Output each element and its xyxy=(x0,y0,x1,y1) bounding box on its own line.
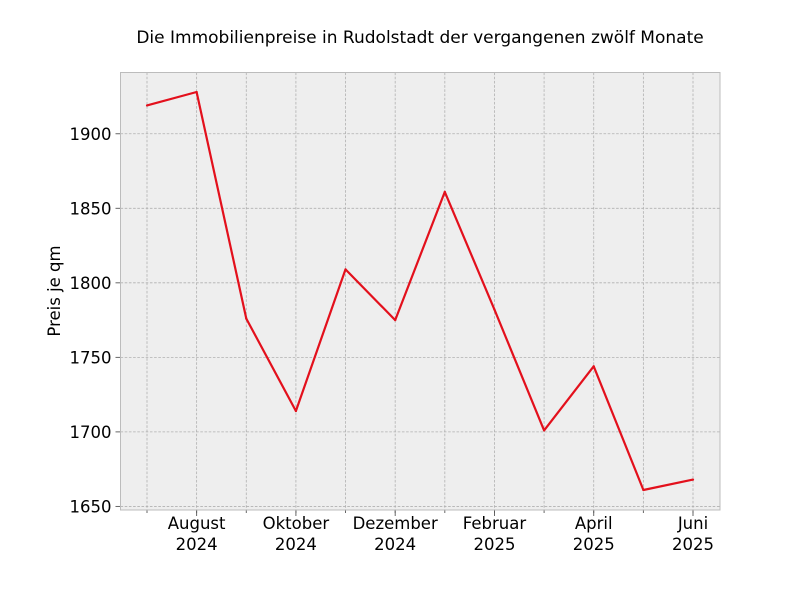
data-points xyxy=(145,90,695,492)
y-axis: 1650 1700 1750 1800 1850 1900 xyxy=(70,125,121,516)
x-tick-label-month: Oktober xyxy=(263,514,330,533)
grid-lines xyxy=(120,72,720,510)
x-tick-label-month: August xyxy=(168,514,226,533)
y-tick-label: 1800 xyxy=(70,274,112,293)
data-point xyxy=(195,90,198,94)
x-tick-label-month: April xyxy=(575,514,613,533)
x-tick-label-month: Dezember xyxy=(353,514,438,533)
x-tick-label-year: 2025 xyxy=(573,535,615,554)
series-line xyxy=(146,90,694,492)
y-tick-label: 1750 xyxy=(70,348,112,367)
plot-area xyxy=(120,72,720,510)
data-point xyxy=(294,409,298,413)
data-point xyxy=(394,318,397,322)
y-tick-label: 1650 xyxy=(70,497,112,516)
y-axis-label: Preis je qm xyxy=(45,245,64,336)
x-tick-label-month: Juni xyxy=(677,514,708,533)
data-point xyxy=(493,308,496,311)
x-tick-label-year: 2025 xyxy=(672,535,714,554)
data-point xyxy=(592,365,595,368)
data-point xyxy=(443,190,446,193)
x-tick-label-year: 2025 xyxy=(473,535,515,554)
x-tick-label-year: 2024 xyxy=(275,535,317,554)
plot-frame xyxy=(120,72,721,511)
y-tick-label: 1850 xyxy=(70,199,112,218)
data-point xyxy=(245,317,248,320)
y-tick-label: 1900 xyxy=(70,125,112,144)
data-point xyxy=(145,104,149,107)
x-tick-label-month: Februar xyxy=(463,514,527,533)
data-point xyxy=(691,478,695,481)
data-point xyxy=(642,488,645,492)
data-point xyxy=(344,268,347,271)
y-tick-label: 1700 xyxy=(70,423,112,442)
x-tick-label-year: 2024 xyxy=(374,535,416,554)
data-point xyxy=(542,429,546,432)
x-tick-label-year: 2024 xyxy=(176,535,218,554)
chart-title: Die Immobilienpreise in Rudolstadt der v… xyxy=(136,28,703,48)
x-axis: August 2024 Oktober 2024 Dezember 2024 Februar… xyxy=(168,510,714,554)
